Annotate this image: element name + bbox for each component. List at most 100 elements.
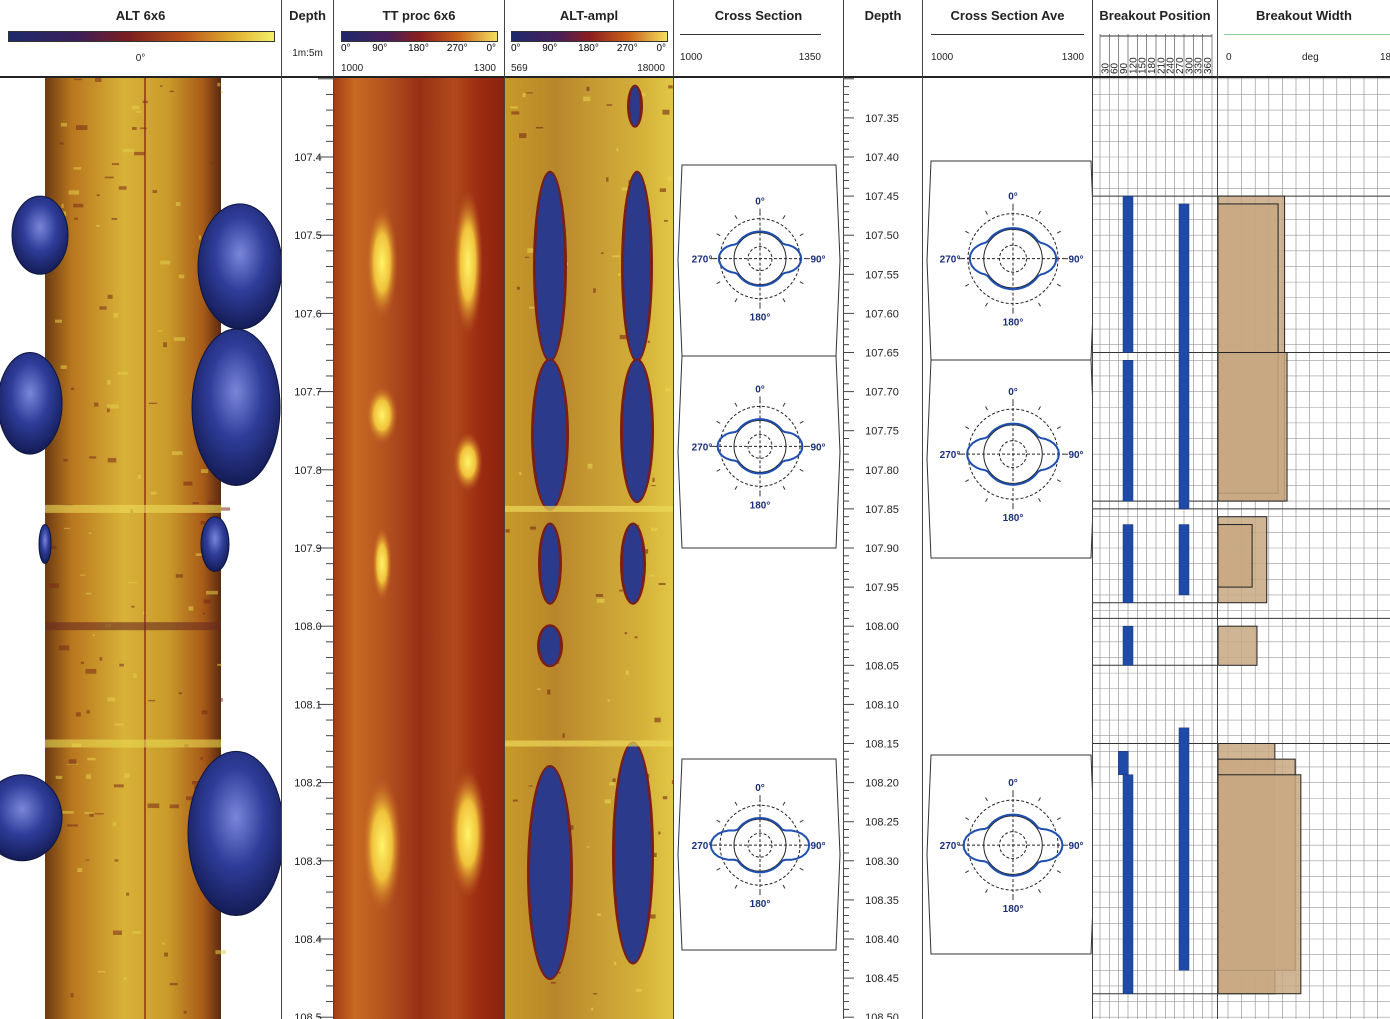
texture-speck (186, 796, 197, 801)
scale-label: 0° (135, 53, 146, 64)
texture-speck (104, 176, 114, 179)
texture-speck (562, 733, 565, 738)
texture-speck (621, 187, 629, 191)
texture-speck (634, 636, 638, 639)
texture-speck (114, 723, 124, 726)
texture-speck (70, 387, 75, 390)
depth-scale-label: 1m:5m (292, 48, 323, 59)
depth-tick-label: 107.4 (294, 152, 322, 164)
polar-label-right: 90° (1068, 450, 1083, 461)
depth-tick-label: 108.1 (294, 699, 322, 711)
texture-speck (217, 663, 222, 666)
depth-tick-label: 107.60 (865, 308, 899, 320)
texture-speck (667, 176, 673, 182)
texture-speck (85, 592, 92, 595)
depth-tick-label: 108.25 (865, 817, 899, 829)
range-min: 0 (1226, 52, 1232, 63)
depth-tick-label: 107.95 (865, 582, 899, 594)
texture-speck (92, 634, 95, 637)
texture-speck (68, 190, 80, 195)
track-title: Depth (864, 8, 902, 23)
texture-speck (668, 85, 673, 89)
texture-speck (183, 1010, 187, 1014)
texture-speck (652, 852, 657, 858)
depth-tick-label: 107.7 (294, 387, 322, 399)
track-title: ALT-ampl (559, 8, 619, 23)
texture-speck (512, 799, 518, 802)
texture-speck (517, 286, 520, 290)
texture-speck (200, 469, 208, 473)
texture-speck (606, 104, 613, 106)
track-header: Breakout Position 30 60 90 120 150 180 210 240 2… (1093, 0, 1217, 78)
texture-speck (654, 717, 661, 723)
breakout-blob (197, 203, 281, 330)
texture-speck (77, 868, 83, 872)
texture-speck (527, 248, 535, 253)
depth-tick-label: 108.2 (294, 778, 322, 790)
texture-speck (664, 219, 668, 222)
texture-speck (593, 993, 598, 995)
breakout-blob (200, 516, 230, 572)
texture-speck (639, 92, 646, 96)
angle-tick-label: 270° (616, 43, 638, 54)
track-cross-section: Cross Section 1000 1350 0° 180° 90° 270° 0° 1… (674, 0, 844, 1019)
texture-speck (653, 482, 656, 484)
texture-speck (635, 988, 642, 992)
texture-speck (519, 133, 527, 139)
texture-speck (207, 501, 219, 505)
texture-speck (178, 274, 185, 279)
texture-speck (665, 388, 672, 392)
polar-label-top: 0° (1008, 192, 1018, 203)
depth-tick-label: 107.35 (865, 113, 899, 125)
texture-speck (652, 477, 655, 483)
texture-speck (107, 697, 116, 702)
texture-speck (175, 202, 181, 207)
polar-label-left: 270° (692, 255, 713, 266)
depth-tick-label: 107.55 (865, 269, 899, 281)
texture-speck (55, 775, 63, 780)
texture-speck (124, 773, 130, 778)
position-tick-label: 60 (1110, 62, 1121, 74)
range-min: 569 (511, 63, 528, 74)
texture-speck (525, 256, 529, 259)
polar-label-bottom: 180° (750, 500, 771, 511)
texture-speck (658, 583, 666, 586)
track-title: Depth (289, 8, 326, 23)
texture-speck (519, 471, 522, 476)
depth-tick-label: 107.9 (294, 543, 322, 555)
tool-line (144, 78, 146, 1019)
range-min: 1000 (341, 63, 364, 74)
breakout-blob (0, 774, 63, 862)
texture-speck (195, 553, 206, 556)
texture-speck (624, 632, 628, 635)
texture-speck (94, 78, 102, 82)
range-max: 18 (1380, 52, 1390, 63)
breakout-position-bar (1122, 360, 1134, 502)
texture-speck (123, 977, 128, 980)
depth-tick-label: 108.10 (865, 699, 899, 711)
texture-speck (169, 90, 174, 93)
angle-tick-label: 90° (542, 43, 558, 54)
depth-tick-label: 108.05 (865, 660, 899, 672)
texture-speck (107, 457, 117, 463)
texture-speck (132, 105, 140, 110)
texture-speck (132, 930, 142, 934)
range-max: 1300 (473, 63, 496, 74)
breakout-position-bar (1178, 203, 1190, 510)
depth-tick-label: 107.40 (865, 152, 899, 164)
texture-speck (217, 82, 221, 87)
texture-speck (113, 784, 124, 788)
breakout-blob (187, 750, 281, 917)
track-title: Breakout Position (1099, 8, 1211, 23)
range-min: 1000 (680, 52, 703, 63)
cross-section-ave-plots: 0° 180° 90° 270° 0° 180° 90° 270° 0° 180° 90° 270° (923, 78, 1092, 1019)
polar-label-top: 0° (1008, 387, 1018, 398)
texture-speck (210, 162, 217, 164)
texture-speck (169, 804, 180, 809)
texture-speck (127, 581, 137, 584)
breakout-position-bar (1122, 774, 1134, 994)
tt-breakout-spot (366, 205, 398, 320)
texture-speck (73, 167, 82, 170)
texture-speck (192, 502, 199, 505)
texture-speck (106, 407, 110, 413)
